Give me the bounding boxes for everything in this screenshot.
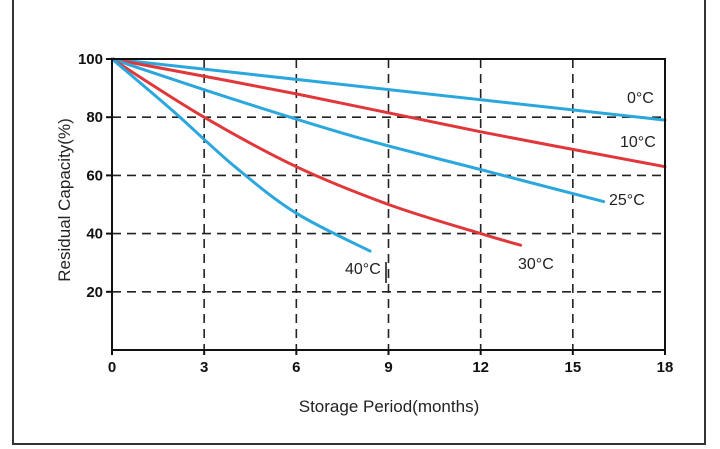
y-tick-label: 100	[78, 51, 103, 68]
series-line-0	[110, 57, 667, 122]
series-line-1	[110, 57, 667, 169]
series-labels: 0°C 10°C 25°C 30°C 40°C	[345, 90, 656, 283]
x-tick-label: 6	[292, 359, 300, 376]
x-tick-label: 0	[108, 359, 116, 376]
x-tick-label: 9	[384, 359, 392, 376]
series-line-3	[110, 57, 523, 247]
series-label-3: 30°C	[518, 256, 554, 273]
y-tick-label: 40	[86, 226, 103, 243]
series-label-4: 40°C	[345, 261, 381, 278]
y-tick-label: 80	[86, 109, 103, 126]
series-label-1: 10°C	[620, 134, 656, 151]
x-axis-label: Storage Period(months)	[299, 397, 479, 416]
series-line-4	[110, 57, 372, 253]
x-tick-label: 3	[200, 359, 208, 376]
y-axis-label: Residual Capacity(%)	[55, 118, 74, 281]
series-line-2	[110, 57, 606, 204]
x-tick-label: 15	[564, 359, 581, 376]
tick-labels: 0 3 6 9 12 15 18 20 40 60 80 100	[78, 51, 673, 376]
series-lines	[110, 57, 667, 253]
x-tick-label: 12	[472, 359, 489, 376]
y-tick-label: 60	[86, 167, 103, 184]
axes	[106, 58, 666, 355]
series-label-2: 25°C	[609, 192, 645, 209]
series-label-0: 0°C	[627, 90, 654, 107]
x-tick-label: 18	[657, 359, 674, 376]
y-tick-label: 20	[86, 284, 103, 301]
